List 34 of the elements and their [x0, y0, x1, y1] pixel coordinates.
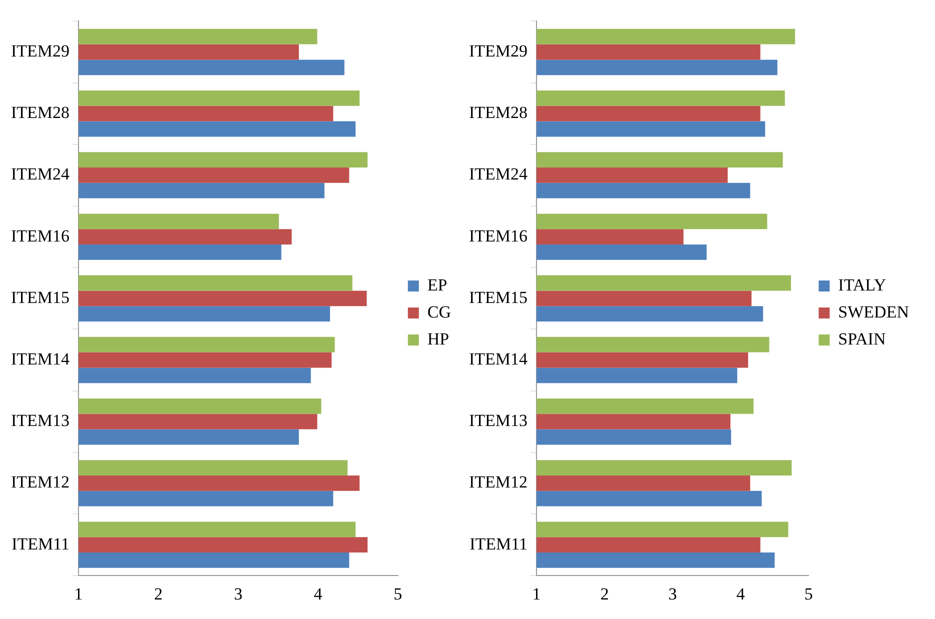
x-tick-label: 5 [394, 584, 402, 604]
y-tick-label: ITEM12 [469, 472, 528, 492]
x-tick-label: 2 [600, 584, 609, 604]
y-tick-label: ITEM15 [11, 288, 70, 307]
x-tick-label: 2 [154, 584, 163, 604]
y-tick-label: ITEM13 [469, 411, 528, 430]
legend-label: SWEDEN [838, 302, 910, 322]
x-tick-label: 3 [668, 584, 677, 604]
y-tick-label: ITEM16 [11, 226, 70, 246]
y-tick-label: ITEM28 [11, 103, 70, 122]
y-tick-label: ITEM14 [11, 349, 70, 368]
y-tick-label: ITEM11 [470, 534, 528, 554]
y-tick-label: ITEM29 [469, 41, 528, 60]
y-tick-label: ITEM14 [469, 349, 528, 368]
x-tick-label: 1 [532, 584, 541, 604]
x-tick-label: 3 [234, 584, 242, 604]
y-tick-label: ITEM12 [11, 472, 70, 492]
x-tick-label: 5 [804, 584, 813, 604]
x-tick-label: 4 [736, 584, 746, 604]
y-tick-label: ITEM24 [11, 164, 70, 184]
x-tick-label: 4 [314, 584, 323, 604]
y-tick-label: ITEM13 [11, 411, 70, 430]
y-tick-label: ITEM11 [12, 534, 70, 554]
y-tick-label: ITEM29 [11, 41, 70, 60]
legend-label: CG [427, 302, 452, 322]
legend-label: ITALY [838, 275, 886, 294]
legend-label: HP [427, 329, 450, 348]
y-tick-label: ITEM16 [469, 226, 528, 246]
x-tick-label: 1 [74, 584, 83, 604]
legend-label: SPAIN [838, 329, 886, 348]
y-tick-label: ITEM24 [469, 164, 528, 184]
y-tick-label: ITEM15 [469, 288, 528, 307]
y-tick-label: ITEM28 [469, 103, 528, 122]
legend-label: EP [427, 275, 448, 294]
